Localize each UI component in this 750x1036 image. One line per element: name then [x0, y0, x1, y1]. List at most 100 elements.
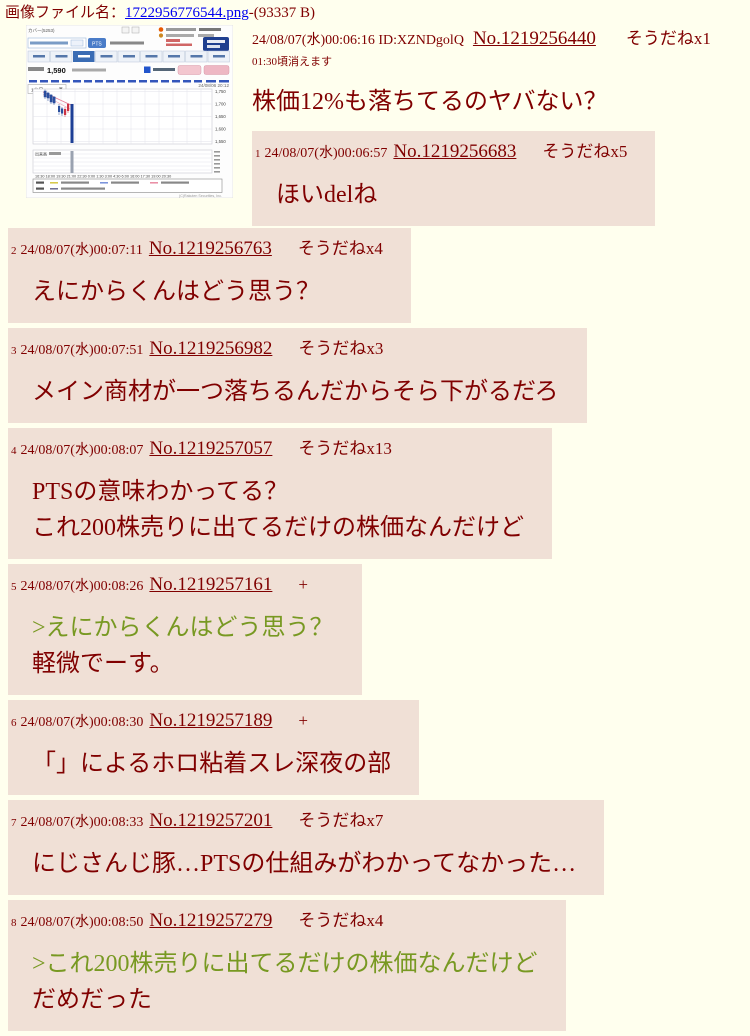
thread-image-thumbnail[interactable]: カバー(5253) PTS: [26, 25, 233, 198]
svg-text:1,700: 1,700: [215, 102, 226, 107]
reply-date: 24/08/07(水)00:08:30: [20, 715, 144, 730]
svg-text:1,750: 1,750: [215, 89, 226, 94]
pts-button-label: PTS: [92, 42, 102, 48]
copyright-text: (C)Rakuten Securities, Inc.: [179, 194, 222, 198]
reply-date: 24/08/07(水)00:08:33: [20, 815, 144, 830]
volume-bar: [70, 151, 74, 173]
reply-index: 1: [255, 148, 261, 160]
reply-index: 5: [11, 581, 17, 593]
price-chart-pane: [32, 88, 213, 145]
reply-header: 3 24/08/07(水)00:07:51 No.1219256982 そうだねx3: [11, 336, 559, 364]
reply-no-link[interactable]: No.1219256982: [149, 338, 273, 359]
reply-date: 24/08/07(水)00:08:07: [20, 443, 144, 458]
reply-no-link[interactable]: No.1219257279: [149, 910, 273, 931]
reply-post: 7 24/08/07(水)00:08:33 No.1219257201 そうだねx7 に…: [8, 800, 605, 895]
reply-index: 4: [11, 445, 17, 457]
window-icon: [131, 26, 140, 34]
reply-quote-line: >えにからくんはどう思う？: [32, 615, 334, 641]
reply-post: 3 24/08/07(水)00:07:51 No.1219256982 そうだねx3 メ…: [8, 328, 587, 423]
time-axis-labels: 16:30 18:00 19:30 21:00 22:30 0:00 1:30 …: [35, 175, 171, 179]
stock-title: カバー(5253): [28, 28, 55, 34]
reply-text-line: にじさんじ豚…PTSの仕組みがわかってなかった…: [32, 851, 577, 877]
reply-list: 2 24/08/07(水)00:07:11 No.1219256763 そうだねx4 え…: [8, 228, 605, 1036]
reply-body: PTSの意味わかってる？ これ200株売りに出てるだけの株価なんだけど: [32, 474, 524, 546]
volume-pane: 出来高: [32, 149, 220, 174]
reply-body: ほいdelね: [276, 177, 627, 213]
reply-sodane-button[interactable]: +: [298, 711, 308, 730]
volume-label: 出来高: [35, 151, 47, 157]
reply-no-link[interactable]: No.1219257057: [149, 438, 273, 459]
reply-quote-line: >これ200株売りに出てるだけの株価なんだけど: [32, 951, 538, 977]
reply-index: 2: [11, 245, 17, 257]
chart-datetime: 24/08/06 20:12: [198, 83, 229, 88]
reply-index: 7: [11, 817, 17, 829]
reply-sodane-button[interactable]: そうだねx4: [298, 911, 384, 930]
portfolio-icon: [158, 33, 164, 38]
stock-chart-image: カバー(5253) PTS: [26, 25, 233, 198]
op-post: 24/08/07(水)00:06:16 ID:XZNDgolQ No.121925…: [252, 27, 711, 117]
file-size: -(93337 B): [248, 5, 316, 21]
reply-no-link[interactable]: No.1219257201: [149, 810, 273, 831]
file-link[interactable]: 1722956776544.png: [125, 5, 249, 21]
reply-body: にじさんじ豚…PTSの仕組みがわかってなかった…: [32, 846, 576, 882]
reply-body: メイン商材が一つ落ちるんだからそら下がるだろ: [32, 374, 559, 410]
reply-body: >これ200株売りに出てるだけの株価なんだけど だめだった: [32, 946, 538, 1018]
svg-text:1,650: 1,650: [215, 114, 226, 119]
reply-text-line: 軽微でーす。: [32, 651, 174, 677]
chart-legend: [32, 178, 223, 193]
reply-text-line: これ200株売りに出てるだけの株価なんだけど: [32, 515, 524, 541]
reply-text-line: 「」によるホロ粘着スレ深夜の部: [32, 751, 392, 777]
reply-sodane-button[interactable]: そうだねx7: [298, 811, 384, 830]
reply-text-line: だめだった: [32, 987, 152, 1013]
reply-no-link[interactable]: No.1219257161: [149, 574, 273, 595]
reply-1-slot: 1 24/08/07(水)00:06:57 No.1219256683 そうだねx5 ほ…: [252, 131, 656, 231]
op-post-header: 24/08/07(水)00:06:16 ID:XZNDgolQ No.121925…: [252, 27, 711, 52]
pts-button: [88, 38, 106, 48]
stock-price: 1,590: [47, 66, 66, 75]
reply-body: >えにからくんはどう思う？ 軽微でーす。: [32, 610, 334, 682]
reply-sodane-button[interactable]: そうだねx4: [297, 239, 383, 258]
op-sodane-button[interactable]: そうだねx1: [625, 29, 711, 48]
reply-sodane-button[interactable]: そうだねx13: [298, 439, 392, 458]
reply-date: 24/08/07(水)00:07:51: [20, 343, 144, 358]
reply-body: えにからくんはどう思う？: [32, 274, 383, 310]
reply-sodane-button[interactable]: そうだねx3: [298, 339, 384, 358]
reply-sodane-button[interactable]: そうだねx5: [542, 142, 628, 161]
candlesticks: [58, 103, 70, 117]
price-drop-bar: [70, 104, 74, 143]
op-date-id: 24/08/07(水)00:06:16 ID:XZNDgolQ: [252, 33, 464, 48]
reply-post: 8 24/08/07(水)00:08:50 No.1219257279 そうだねx4 >…: [8, 900, 566, 1031]
reply-date: 24/08/07(水)00:06:57: [264, 146, 388, 161]
reply-text-line: ほいdelね: [276, 182, 378, 208]
reply-index: 8: [11, 917, 17, 929]
reply-post: 5 24/08/07(水)00:08:26 No.1219257161 + >えにからく…: [8, 564, 362, 695]
op-no-link[interactable]: No.1219256440: [472, 28, 596, 49]
period-links-row: [29, 80, 229, 83]
reply-no-link[interactable]: No.1219257189: [149, 710, 273, 731]
price-axis-labels: 1,750 1,700 1,650 1,600 1,550: [215, 89, 226, 144]
reply-body: 「」によるホロ粘着スレ深夜の部: [32, 746, 391, 782]
reply-date: 24/08/07(水)00:08:50: [20, 915, 144, 930]
window-icon: [121, 26, 130, 34]
reply-post: 2 24/08/07(水)00:07:11 No.1219256763 そうだねx4 え…: [8, 228, 411, 323]
auto-refresh-checkbox: [144, 66, 151, 73]
file-info-line: 画像ファイル名：1722956776544.png-(93337 B): [5, 1, 315, 22]
reply-text-line: メイン商材が一つ落ちるんだからそら下がるだろ: [32, 379, 559, 405]
reply-no-link[interactable]: No.1219256683: [393, 141, 517, 162]
reply-date: 24/08/07(水)00:08:26: [20, 579, 144, 594]
op-post-body: 株価12%も落ちてるのヤバない？: [252, 89, 608, 115]
reply-index: 6: [11, 717, 17, 729]
reply-sodane-button[interactable]: +: [298, 575, 308, 594]
reply-text-line: PTSの意味わかってる？: [32, 479, 289, 505]
reply-header: 1 24/08/07(水)00:06:57 No.1219256683 そうだねx5: [255, 139, 627, 167]
reply-no-link[interactable]: No.1219256763: [148, 238, 272, 259]
candlesticks: [43, 89, 56, 105]
file-label: 画像ファイル名：: [5, 5, 126, 21]
reply-header: 2 24/08/07(水)00:07:11 No.1219256763 そうだねx4: [11, 236, 383, 264]
reply-header: 7 24/08/07(水)00:08:33 No.1219257201 そうだねx7: [11, 808, 576, 836]
reply-post: 4 24/08/07(水)00:08:07 No.1219257057 そうだねx13…: [8, 428, 552, 559]
reply-header: 8 24/08/07(水)00:08:50 No.1219257279 そうだねx4: [11, 908, 538, 936]
svg-text:1,600: 1,600: [215, 127, 226, 132]
reply-header: 6 24/08/07(水)00:08:30 No.1219257189 +: [11, 708, 391, 736]
